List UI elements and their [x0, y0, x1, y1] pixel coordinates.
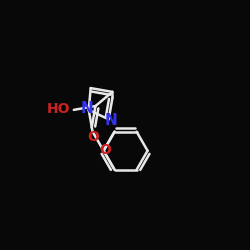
- Text: N: N: [105, 113, 118, 128]
- Text: O: O: [87, 130, 99, 144]
- Text: HO: HO: [46, 102, 70, 116]
- Text: O: O: [99, 143, 111, 157]
- Text: N: N: [81, 101, 94, 116]
